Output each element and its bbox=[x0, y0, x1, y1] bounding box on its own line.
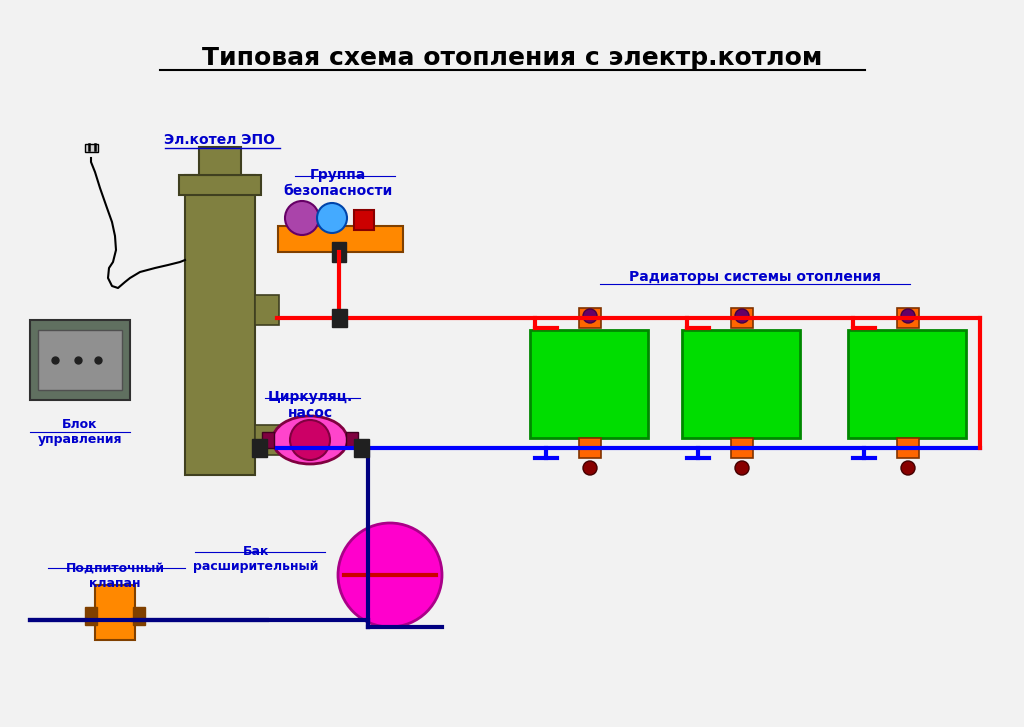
Text: Радиаторы системы отопления: Радиаторы системы отопления bbox=[629, 270, 881, 284]
FancyBboxPatch shape bbox=[530, 330, 648, 438]
Circle shape bbox=[338, 523, 442, 627]
Text: Эл.котел ЭПО: Эл.котел ЭПО bbox=[165, 133, 275, 147]
Circle shape bbox=[735, 309, 749, 323]
FancyBboxPatch shape bbox=[95, 585, 135, 640]
Circle shape bbox=[735, 461, 749, 475]
FancyBboxPatch shape bbox=[252, 439, 267, 457]
Text: Подпиточный
клапан: Подпиточный клапан bbox=[66, 562, 165, 590]
Circle shape bbox=[317, 203, 347, 233]
FancyBboxPatch shape bbox=[354, 439, 369, 457]
FancyBboxPatch shape bbox=[255, 295, 279, 325]
FancyBboxPatch shape bbox=[278, 226, 403, 252]
FancyBboxPatch shape bbox=[85, 144, 98, 152]
Text: Бак
расширительный: Бак расширительный bbox=[194, 545, 318, 573]
Text: Циркуляц.
насос: Циркуляц. насос bbox=[267, 390, 352, 420]
FancyBboxPatch shape bbox=[85, 607, 97, 625]
Text: Типовая схема отопления с электр.котлом: Типовая схема отопления с электр.котлом bbox=[202, 46, 822, 70]
Circle shape bbox=[583, 461, 597, 475]
FancyBboxPatch shape bbox=[731, 438, 753, 458]
FancyBboxPatch shape bbox=[38, 330, 122, 390]
FancyBboxPatch shape bbox=[731, 308, 753, 328]
FancyBboxPatch shape bbox=[848, 330, 966, 438]
FancyBboxPatch shape bbox=[682, 330, 800, 438]
Text: Блок
управления: Блок управления bbox=[38, 418, 122, 446]
FancyBboxPatch shape bbox=[262, 432, 274, 448]
FancyBboxPatch shape bbox=[179, 175, 261, 195]
Circle shape bbox=[901, 461, 915, 475]
Ellipse shape bbox=[272, 416, 347, 464]
Text: Группа
безопасности: Группа безопасности bbox=[284, 168, 392, 198]
FancyBboxPatch shape bbox=[354, 210, 374, 230]
FancyBboxPatch shape bbox=[579, 308, 601, 328]
Circle shape bbox=[290, 420, 330, 460]
FancyBboxPatch shape bbox=[332, 309, 347, 327]
FancyBboxPatch shape bbox=[255, 425, 279, 455]
FancyBboxPatch shape bbox=[185, 175, 255, 475]
Circle shape bbox=[901, 309, 915, 323]
FancyBboxPatch shape bbox=[897, 308, 919, 328]
FancyBboxPatch shape bbox=[332, 242, 346, 262]
FancyBboxPatch shape bbox=[579, 438, 601, 458]
FancyBboxPatch shape bbox=[897, 438, 919, 458]
Circle shape bbox=[583, 309, 597, 323]
Circle shape bbox=[285, 201, 319, 235]
FancyBboxPatch shape bbox=[199, 147, 241, 175]
FancyBboxPatch shape bbox=[346, 432, 358, 448]
FancyBboxPatch shape bbox=[133, 607, 145, 625]
FancyBboxPatch shape bbox=[30, 320, 130, 400]
